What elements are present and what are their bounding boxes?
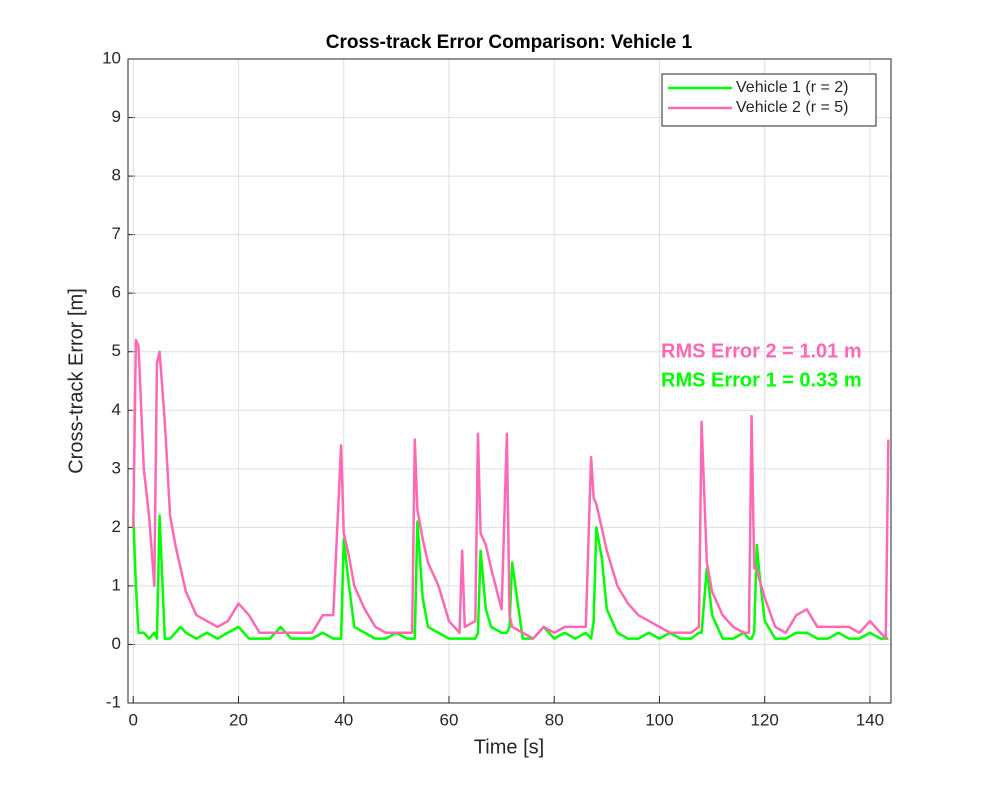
y-tick-label: -1 bbox=[106, 692, 121, 711]
x-axis-label: Time [s] bbox=[474, 736, 544, 758]
x-tick-label: 60 bbox=[440, 710, 459, 729]
x-tick-label: 20 bbox=[229, 710, 248, 729]
x-tick-label: 40 bbox=[334, 710, 353, 729]
axes-box bbox=[127, 58, 892, 704]
y-tick-label: 6 bbox=[112, 283, 121, 302]
x-tick-label: 100 bbox=[645, 710, 673, 729]
y-tick-label: 7 bbox=[112, 224, 121, 243]
data-line bbox=[132, 514, 889, 640]
y-tick-label: 2 bbox=[112, 517, 121, 536]
y-tick-label: 3 bbox=[112, 458, 121, 477]
y-tick-label: 10 bbox=[102, 48, 121, 67]
x-tick-label: 120 bbox=[751, 710, 779, 729]
x-tick-label: 80 bbox=[545, 710, 564, 729]
x-tick-label: 0 bbox=[129, 710, 138, 729]
y-tick-label: 1 bbox=[112, 575, 121, 594]
y-axis-label: Cross-track Error [m] bbox=[65, 288, 87, 474]
y-tick-label: 8 bbox=[112, 166, 121, 185]
y-tick-label: 4 bbox=[112, 400, 121, 419]
legend-label: Vehicle 1 (r = 2) bbox=[736, 79, 849, 96]
chart-title: Cross-track Error Comparison: Vehicle 1 bbox=[326, 32, 693, 53]
x-tick-label: 140 bbox=[856, 710, 884, 729]
y-tick-label: 9 bbox=[112, 107, 121, 126]
y-tick-label: 0 bbox=[112, 634, 121, 653]
legend: Vehicle 1 (r = 2) Vehicle 2 (r = 5) bbox=[661, 73, 877, 127]
annotation: RMS Error 1 = 0.33 m bbox=[661, 369, 862, 391]
legend-box bbox=[661, 73, 877, 127]
legend-label: Vehicle 2 (r = 5) bbox=[736, 99, 849, 116]
y-tick-label: 5 bbox=[112, 341, 121, 360]
annotation: RMS Error 2 = 1.01 m bbox=[661, 340, 862, 362]
data-line bbox=[132, 338, 890, 640]
